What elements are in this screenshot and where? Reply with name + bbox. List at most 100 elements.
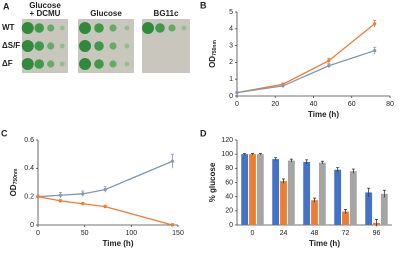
marker: [373, 49, 377, 53]
y-axis-title: OD750nm: [208, 40, 218, 68]
spot: [109, 60, 117, 68]
series-line: [236, 23, 376, 94]
marker: [170, 223, 174, 227]
spot: [34, 59, 45, 69]
marker: [373, 22, 377, 26]
y-axis-title-main: % glucose: [208, 162, 217, 202]
panel-label: A: [3, 1, 10, 11]
bar: [311, 200, 318, 225]
x-tick-label: 100: [125, 230, 137, 237]
marker: [235, 91, 239, 95]
spot: [47, 42, 55, 50]
marker: [281, 84, 285, 88]
spot: [142, 22, 154, 34]
bar: [256, 154, 264, 225]
x-tick-label: 150: [172, 230, 184, 237]
y-tick-label: 5: [229, 9, 233, 16]
spot: [21, 58, 34, 70]
column-header: Glucose: [29, 1, 61, 10]
marker: [81, 202, 85, 206]
spot: [34, 41, 45, 51]
y-tick-label: 0: [30, 222, 34, 229]
panel-label: B: [200, 0, 207, 10]
bar: [287, 160, 295, 225]
bar: [380, 193, 388, 225]
spot: [94, 23, 104, 33]
bar: [249, 154, 256, 225]
x-tick-label: 0: [235, 101, 239, 108]
spot: [47, 60, 55, 68]
spot: [59, 25, 65, 31]
spot: [59, 61, 65, 67]
x-tick-label: 0: [251, 230, 255, 237]
spot: [94, 41, 104, 51]
bar: [318, 162, 326, 225]
spot: [168, 24, 176, 32]
x-tick-label: 24: [280, 230, 288, 237]
y-tick-label: 100: [221, 151, 233, 158]
x-tick-label: 48: [311, 230, 319, 237]
spot: [47, 24, 55, 32]
x-tick-label: 20: [271, 101, 279, 108]
y-axis-title-sub: 750nm: [212, 40, 218, 56]
marker: [327, 64, 331, 68]
bar: [349, 171, 357, 225]
marker: [36, 195, 40, 199]
panel-label: D: [200, 128, 207, 138]
row-label: ΔS/F: [2, 41, 20, 50]
spot: [79, 58, 91, 70]
y-tick-label: 0.2: [24, 194, 34, 201]
x-axis-title: Time (h): [309, 239, 340, 248]
marker: [103, 187, 107, 192]
y-tick-label: 3: [229, 42, 233, 49]
x-tick-label: 80: [386, 101, 394, 108]
y-tick-label: 60: [225, 179, 233, 186]
bar: [241, 154, 249, 225]
row-label: ΔF: [2, 59, 13, 68]
marker: [58, 199, 63, 203]
spot: [21, 22, 34, 34]
y-tick-label: 4: [229, 26, 233, 33]
row-label: WT: [2, 23, 15, 32]
series-line: [37, 196, 173, 226]
bar: [334, 169, 342, 225]
y-tick-label: 0: [229, 93, 233, 100]
spot: [109, 42, 117, 50]
x-tick-label: 72: [342, 230, 350, 237]
marker: [170, 159, 174, 163]
spot: [155, 23, 165, 33]
column-header: BG11c: [154, 9, 179, 18]
marker: [58, 193, 63, 197]
series-line: [236, 50, 375, 94]
y-tick-label: 2: [229, 59, 233, 66]
spot: [79, 40, 91, 52]
x-tick-label: 50: [81, 230, 89, 237]
bar: [365, 192, 373, 225]
bar: [280, 181, 287, 225]
spot: [181, 25, 187, 31]
bar: [272, 159, 280, 225]
y-tick-label: 0.4: [24, 165, 34, 172]
bar: [342, 211, 349, 225]
bar: [303, 161, 311, 225]
column-header: Glucose: [90, 9, 122, 18]
y-axis-title-main: OD: [208, 56, 217, 68]
spot: [109, 24, 117, 32]
x-axis-title: Time (h): [308, 110, 339, 119]
y-axis-title-sub: 750nm: [13, 168, 19, 184]
y-tick-label: 0.6: [24, 137, 34, 144]
y-axis-title-main: OD: [9, 184, 18, 196]
spot: [94, 59, 104, 69]
x-tick-label: 60: [348, 101, 356, 108]
spot: [124, 43, 130, 49]
spot: [59, 43, 65, 49]
y-tick-label: 0: [229, 222, 233, 229]
y-tick-label: 120: [221, 137, 233, 144]
y-tick-label: 1: [229, 76, 233, 83]
spot: [34, 23, 45, 33]
y-tick-label: 80: [225, 165, 233, 172]
x-tick-label: 40: [310, 101, 318, 108]
x-tick-label: 0: [36, 230, 40, 237]
y-axis-title: OD750nm: [9, 168, 19, 196]
